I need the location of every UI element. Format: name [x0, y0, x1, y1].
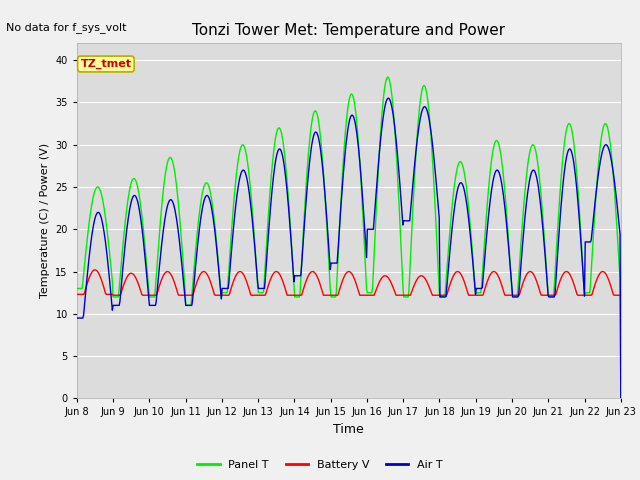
Line: Battery V: Battery V [77, 270, 621, 297]
Battery V [83, 283, 90, 288]
Air T [617, 396, 625, 401]
X-axis label: Time: Time [333, 423, 364, 436]
Panel T [83, 241, 90, 247]
Air T [73, 315, 81, 321]
Battery V [416, 274, 424, 279]
Line: Air T: Air T [77, 98, 621, 398]
Battery V [617, 294, 625, 300]
Air T [139, 231, 147, 237]
Panel T [223, 290, 230, 296]
Y-axis label: Temperature (C) / Power (V): Temperature (C) / Power (V) [40, 143, 50, 299]
Air T [223, 286, 230, 291]
Air T [416, 120, 424, 125]
Title: Tonzi Tower Met: Temperature and Power: Tonzi Tower Met: Temperature and Power [192, 23, 506, 38]
Air T [194, 240, 202, 246]
Text: No data for f_sys_volt: No data for f_sys_volt [6, 22, 127, 33]
Panel T [431, 209, 439, 215]
Battery V [195, 275, 202, 281]
Text: TZ_tmet: TZ_tmet [81, 59, 131, 69]
Legend: Panel T, Battery V, Air T: Panel T, Battery V, Air T [193, 456, 447, 474]
Panel T [139, 219, 147, 225]
Panel T [194, 224, 202, 230]
Battery V [140, 292, 147, 298]
Air T [83, 279, 90, 285]
Battery V [91, 267, 99, 273]
Panel T [617, 396, 625, 401]
Air T [431, 171, 439, 177]
Panel T [416, 105, 424, 110]
Battery V [73, 291, 81, 297]
Panel T [384, 74, 392, 80]
Battery V [431, 292, 439, 298]
Air T [385, 96, 392, 101]
Battery V [223, 292, 231, 298]
Line: Panel T: Panel T [77, 77, 621, 398]
Panel T [73, 286, 81, 291]
